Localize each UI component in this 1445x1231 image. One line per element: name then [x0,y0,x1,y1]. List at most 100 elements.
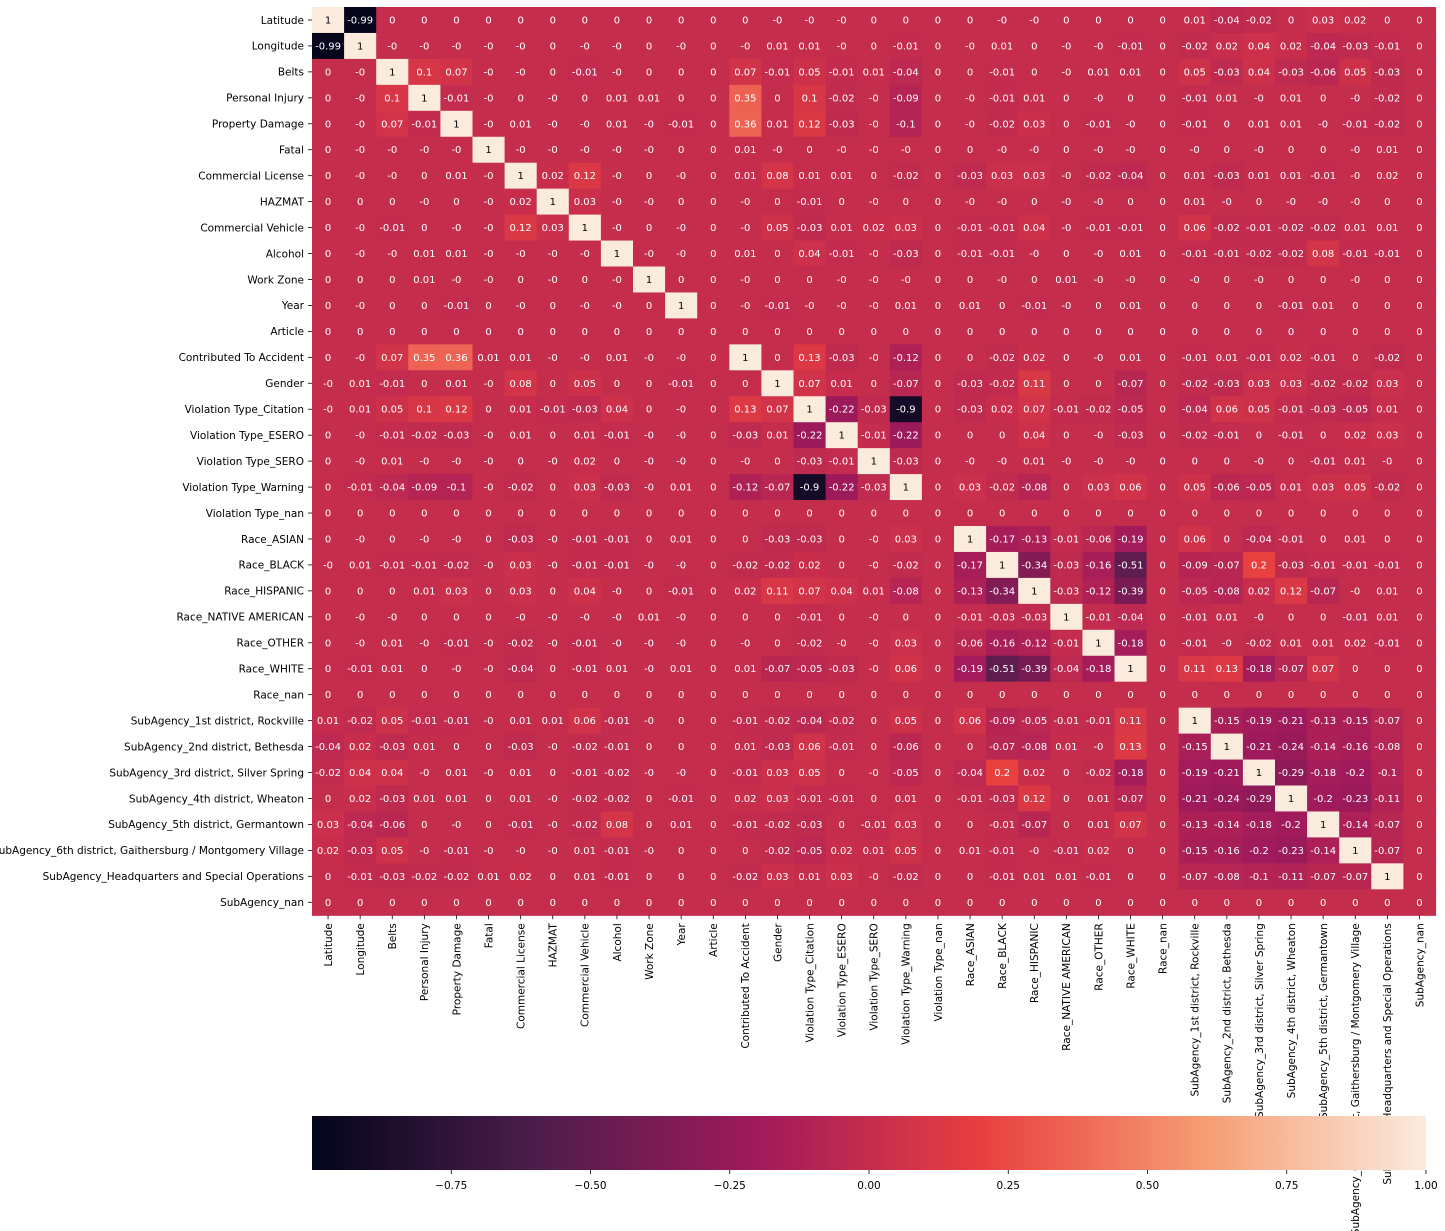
cell-value-label: 0 [774,197,780,208]
heatmap-cell [472,889,506,916]
heatmap-cell [1082,422,1116,449]
cell-value-label: 0 [710,405,716,416]
cell-value-label: -0 [1093,197,1103,208]
cell-value-label: 0.01 [1344,223,1366,234]
heatmap-cell [1371,707,1404,735]
cell-value-label: -0 [1093,145,1103,156]
heatmap-cell [1178,603,1212,631]
cell-value-label: -0.01 [1053,638,1079,649]
cell-value-label: 0.03 [895,638,917,649]
heatmap-cell [1403,422,1437,449]
cell-value-label: -0.08 [1021,742,1047,753]
heatmap-cell [729,136,762,164]
cell-value-label: 0 [1288,612,1294,623]
cell-value-label: -0 [355,612,365,623]
cell-value-label: -0.13 [1182,820,1208,831]
heatmap-cell [1178,422,1212,449]
heatmap-cell [697,162,730,190]
heatmap-cell [1146,162,1180,190]
cell-value-label: -0 [484,431,494,442]
cell-value-label: 0 [710,249,716,260]
column-label: SubAgency_3rd district, Silver Spring [1254,923,1266,1118]
heatmap-cell [825,370,859,397]
heatmap-cell [1403,655,1437,683]
cell-value-label: -0 [580,353,590,364]
heatmap-cell [568,629,602,657]
heatmap-cell [954,551,987,579]
cell-value-label: -0 [676,560,686,571]
column-label: Commercial Vehicle [580,923,592,1027]
cell-value-label: -0.9 [896,405,916,416]
heatmap-cell [312,7,345,34]
cell-value-label: 0 [710,534,716,545]
cell-value-label: 1 [903,483,909,494]
cell-value-label: 0 [550,327,556,338]
cell-value-label: 0 [453,742,459,753]
cell-value-label: -0 [997,197,1007,208]
cell-value-label: -0 [580,301,590,312]
heatmap-cell [1178,7,1212,34]
cell-value-label: -0.16 [1214,846,1240,857]
row-label: Commercial Vehicle [200,222,304,234]
heatmap-cell [921,526,955,553]
cell-value-label: -0.01 [1182,249,1208,260]
heatmap-cell [954,500,987,527]
heatmap-cell [1082,603,1116,631]
cell-value-label: 0.01 [831,223,853,234]
cell-value-label: -0.03 [797,534,823,545]
cell-value-label: -0 [419,145,429,156]
heatmap-cell [1178,448,1212,475]
heatmap-cell [1050,448,1083,475]
column-label: Work Zone [644,923,656,980]
cell-value-label: 1 [1256,768,1262,779]
cell-value-label: -0.01 [765,67,791,78]
cell-value-label: 0 [1063,327,1069,338]
cell-value-label: 0 [1320,690,1326,701]
heatmap-cell [1210,655,1244,683]
cell-value-label: 0 [1127,93,1133,104]
column-label: Article [708,923,720,957]
heatmap-cell [472,370,506,397]
heatmap-cell [1082,110,1116,138]
cell-value-label: -0.03 [989,612,1015,623]
heatmap-cell [825,266,859,294]
heatmap-cell [1307,32,1340,60]
heatmap-cell [729,266,762,294]
cell-value-label: -0.07 [989,742,1015,753]
heatmap-cell [793,863,827,890]
cell-value-label: -0 [1190,275,1200,286]
cell-value-label: 0 [646,690,652,701]
cell-value-label: -0.01 [1182,119,1208,130]
heatmap-cell [1275,500,1308,527]
heatmap-cell [312,474,345,501]
cell-value-label: -0 [484,119,494,130]
cell-value-label: -0.03 [765,742,791,753]
cell-value-label: 0 [935,119,941,130]
heatmap-cell [889,318,923,345]
cell-value-label: -0.12 [1021,638,1047,649]
cell-value-label: 0 [1416,67,1422,78]
heatmap-cell [1114,863,1148,890]
cell-value-label: 0 [806,145,812,156]
heatmap-cell [857,188,891,216]
heatmap-cell [312,603,345,631]
cell-value-label: -0 [740,301,750,312]
heatmap-cell [729,551,762,579]
cell-value-label: 0 [1159,560,1165,571]
heatmap-cell [889,474,923,501]
heatmap-cell [1050,136,1083,164]
cell-value-label: 0.03 [991,171,1013,182]
heatmap-cell [1146,448,1180,475]
cell-value-label: -0 [580,119,590,130]
heatmap-cell [344,889,377,916]
heatmap-cell [1275,266,1308,294]
cell-value-label: 0.01 [1376,405,1398,416]
cell-value-label: 0.01 [638,93,660,104]
heatmap-cell [954,629,987,657]
heatmap-cell [1275,396,1308,423]
heatmap-cell [1210,448,1244,475]
heatmap-cell [857,7,891,34]
heatmap-cell [1307,577,1340,605]
cell-value-label: 0 [1159,119,1165,130]
heatmap-cell [1371,629,1404,657]
